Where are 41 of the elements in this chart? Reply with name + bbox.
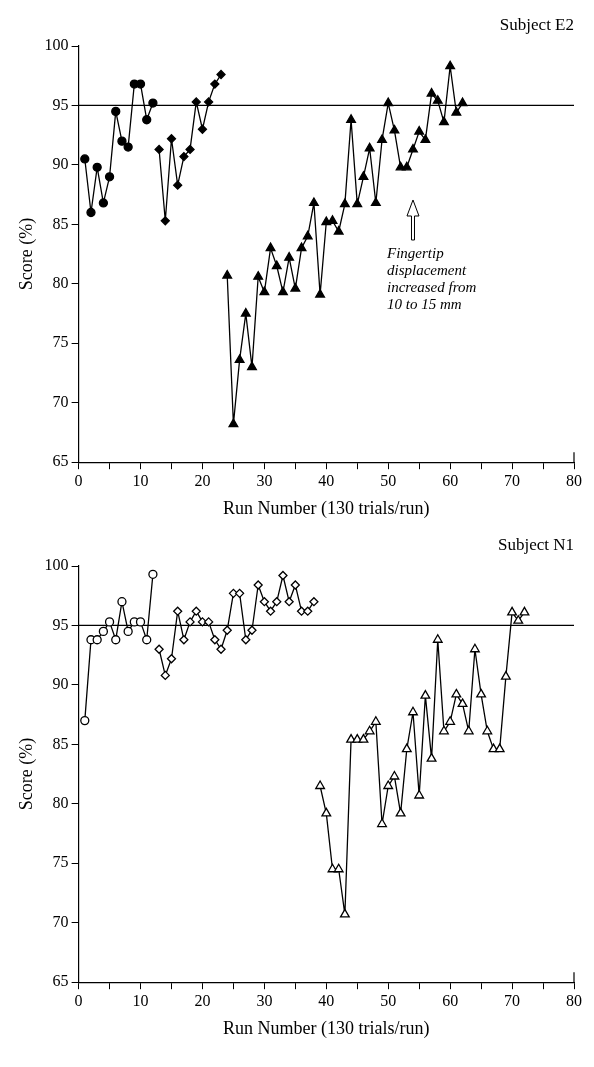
x-tick-label: 30 [256, 992, 273, 1009]
y-tick-label: 75 [52, 853, 69, 871]
y-tick-label: 100 [44, 36, 69, 54]
chart-title: Subject N1 [497, 535, 574, 554]
x-tick-label: 60 [442, 992, 459, 1009]
x-tick-label: 80 [566, 472, 582, 489]
y-tick-label: 90 [52, 155, 69, 173]
y-tick-label: 80 [52, 274, 69, 292]
x-tick-label: 70 [504, 992, 521, 1009]
x-tick-label: 30 [256, 472, 273, 489]
x-tick-label: 20 [194, 472, 211, 489]
x-tick-label: 10 [132, 472, 149, 489]
x-tick-label: 20 [194, 992, 211, 1009]
y-tick-label: 80 [52, 794, 69, 812]
annotation: Fingertip displacement increased from 10 to 15 mm [385, 244, 477, 312]
y-tick-label: 90 [52, 675, 69, 693]
x-tick-label: 80 [566, 992, 582, 1009]
x-tick-label: 50 [380, 992, 397, 1009]
chart-title: Subject E2 [499, 15, 574, 34]
x-tick-label: 0 [74, 472, 83, 489]
x-tick-label: 40 [318, 472, 335, 489]
y-tick-label: 95 [52, 95, 69, 113]
x-tick-label: 10 [132, 992, 149, 1009]
x-tick-label: 60 [442, 472, 459, 489]
y-tick-label: 70 [52, 912, 69, 930]
y-axis-title: Score (%) [15, 737, 37, 811]
x-axis-title: Run Number (130 trials/run) [223, 497, 430, 519]
y-tick-label: 100 [44, 556, 69, 574]
y-tick-label: 95 [52, 615, 69, 633]
x-tick-label: 40 [318, 992, 335, 1009]
x-tick-label: 70 [504, 472, 521, 489]
y-tick-label: 75 [52, 333, 69, 351]
y-axis-title: Score (%) [15, 217, 37, 291]
y-tick-label: 70 [52, 392, 69, 410]
y-tick-label: 85 [52, 734, 69, 752]
x-tick-label: 50 [380, 472, 397, 489]
x-tick-label: 0 [74, 992, 83, 1009]
y-tick-label: 85 [52, 214, 69, 232]
y-tick-label: 65 [52, 972, 69, 990]
x-axis-title: Run Number (130 trials/run) [223, 1017, 430, 1039]
y-tick-label: 65 [52, 452, 69, 470]
